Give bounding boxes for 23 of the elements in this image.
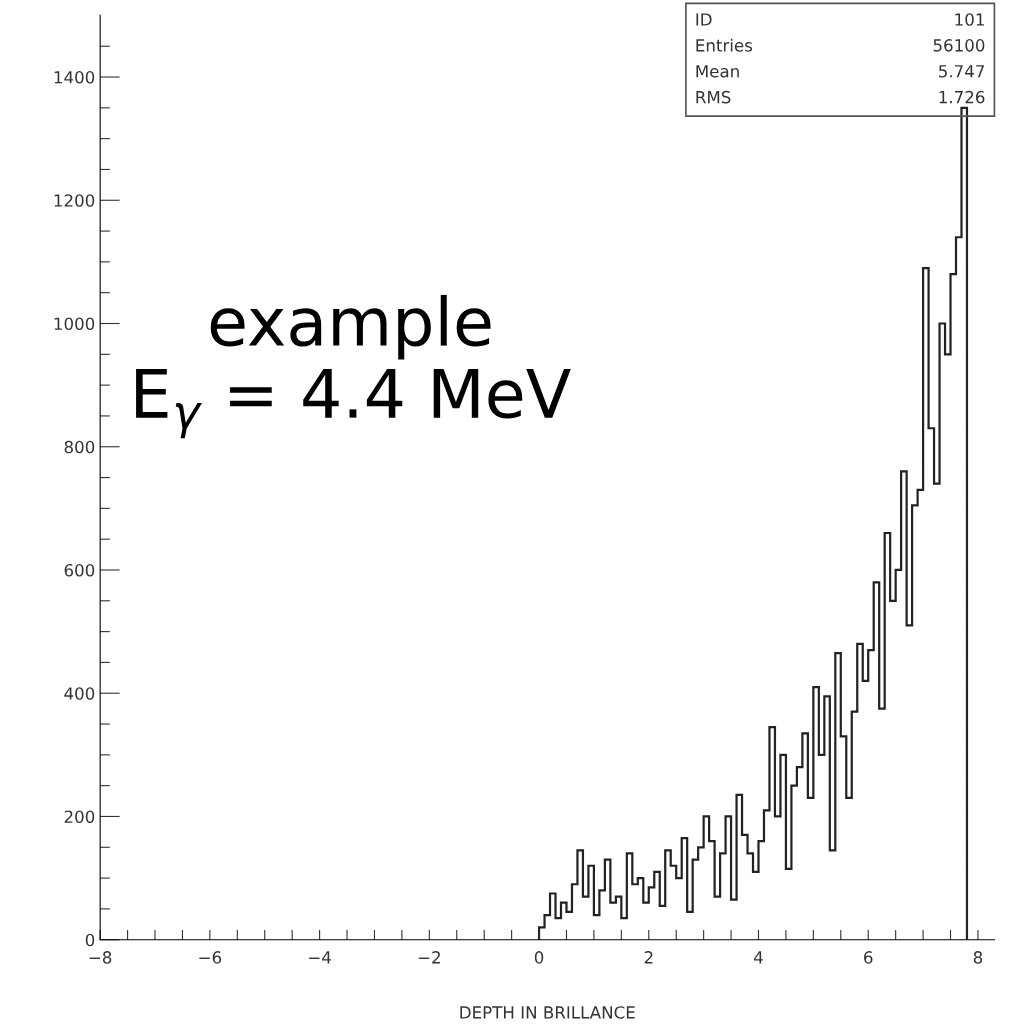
x-tick-label: −2 bbox=[418, 951, 440, 964]
y-tick-label: 1000 bbox=[54, 317, 95, 331]
x-tick-label: 6 bbox=[864, 951, 873, 964]
x-tick-label: −8 bbox=[89, 951, 112, 964]
y-tick-label: 400 bbox=[64, 687, 95, 700]
text: ID 101 bbox=[696, 13, 984, 26]
text: RMS 1.726 bbox=[696, 90, 985, 104]
y-tick-label: 800 bbox=[64, 440, 95, 454]
x-tick-label: 2 bbox=[644, 951, 653, 964]
y-tick-label: 600 bbox=[64, 563, 95, 577]
annotation: example E$_{γ}$ = 4.4 MeV bbox=[136, 294, 571, 439]
x-tick-label: 0 bbox=[534, 951, 544, 964]
x-tick-label: 4 bbox=[754, 951, 763, 964]
text: Mean 5.747 bbox=[696, 65, 985, 78]
x-tick-label: 8 bbox=[973, 951, 983, 964]
y-tick-label: 0 bbox=[85, 933, 95, 947]
text: Entries 56100 bbox=[696, 38, 985, 52]
y-tick-label: 1200 bbox=[54, 194, 95, 207]
x-axis-title: DEPTH IN BRILLANCE bbox=[460, 1006, 635, 1019]
x-tick-label: −4 bbox=[309, 951, 331, 964]
x-tick-label: −6 bbox=[199, 951, 222, 964]
y-tick-label: 1400 bbox=[54, 70, 95, 84]
y-tick-label: 200 bbox=[64, 810, 95, 824]
